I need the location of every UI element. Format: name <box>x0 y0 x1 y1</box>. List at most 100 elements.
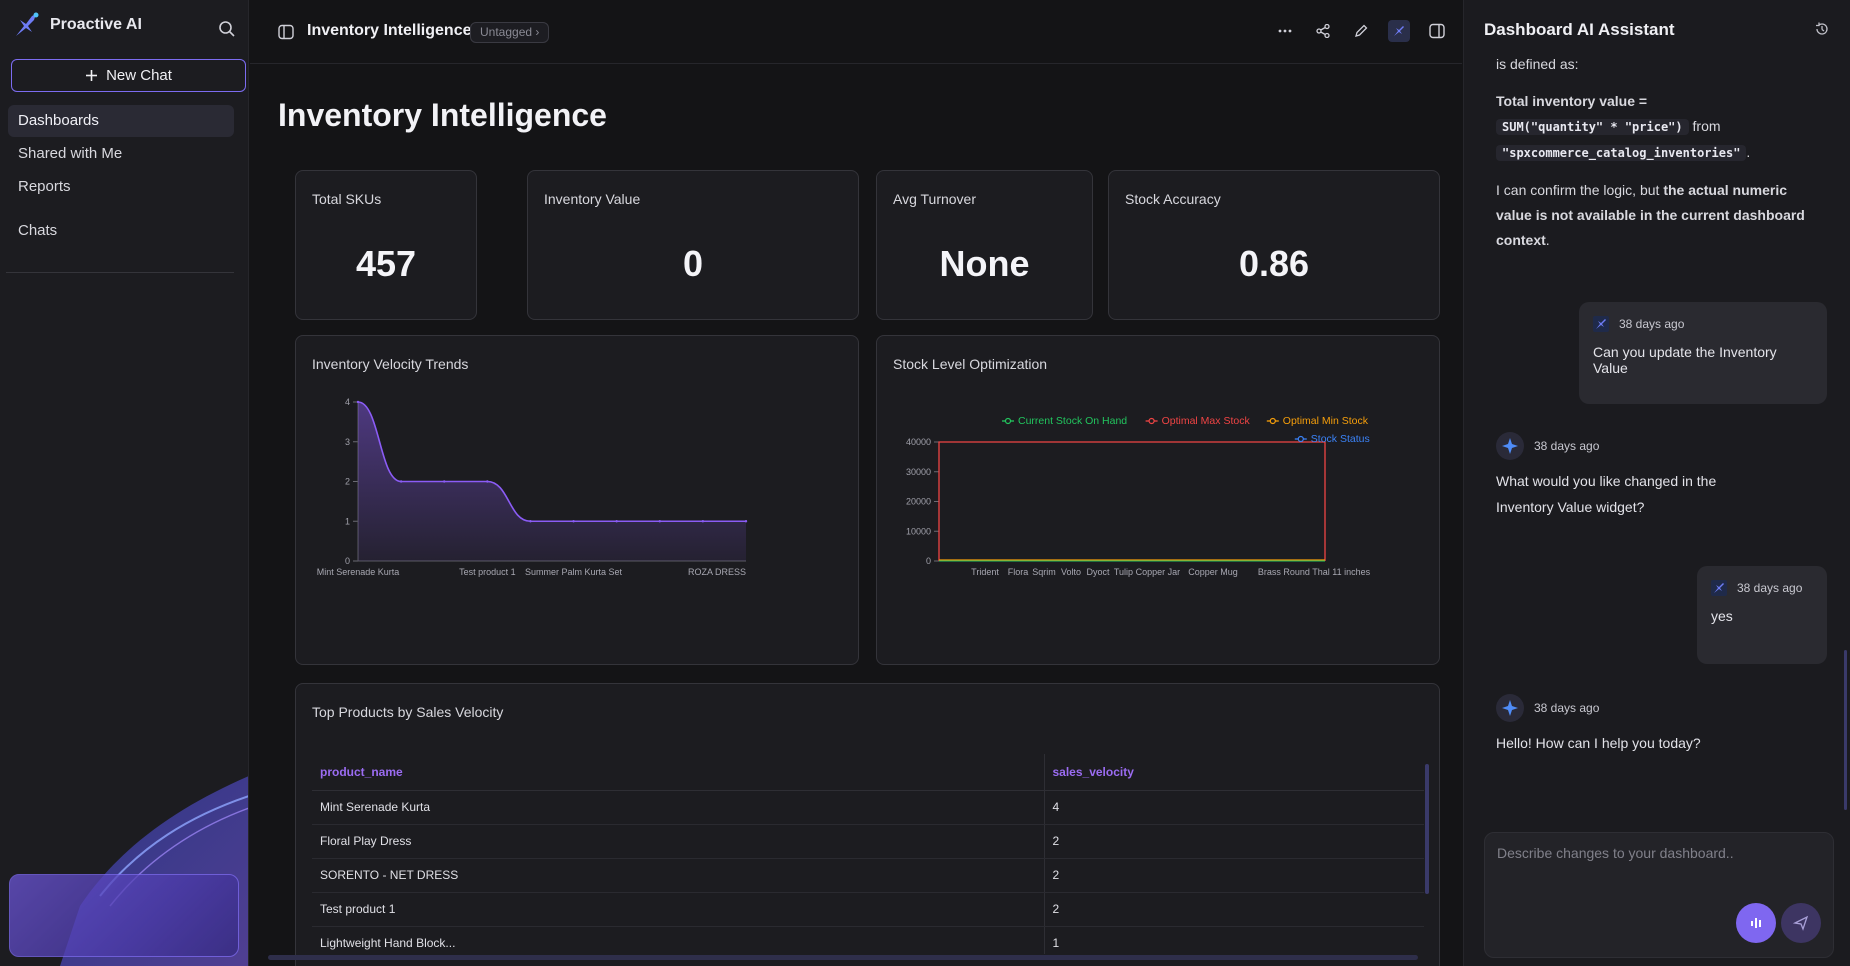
formula-label: Total inventory value = <box>1496 93 1648 109</box>
more-icon[interactable] <box>1274 20 1296 42</box>
y-tick-label: 3 <box>345 437 350 447</box>
x-tick-label: Test product 1 <box>459 567 516 577</box>
chat-input[interactable] <box>1497 845 1817 861</box>
table-row[interactable]: Floral Play Dress 2 <box>312 824 1424 859</box>
new-chat-label: New Chat <box>106 67 172 84</box>
sidebar-promo-card[interactable] <box>9 874 239 957</box>
confirm-post: . <box>1545 232 1550 248</box>
kpi-value: 457 <box>355 243 417 284</box>
sidebar-item-chats[interactable]: Chats <box>18 222 58 239</box>
sidebar-nav: Dashboards Shared with Me Reports Chats <box>8 105 234 248</box>
table-row[interactable]: Lightweight Hand Block... 1 <box>312 926 1424 954</box>
sidebar-item-shared-with-me[interactable]: Shared with Me <box>18 145 123 162</box>
kpi-card-stock-accuracy[interactable]: Stock Accuracy 0.86 <box>1108 170 1440 320</box>
chart-title: Stock Level Optimization <box>893 356 1048 372</box>
message-time: 38 days ago <box>1534 439 1600 453</box>
sidebar-divider <box>6 272 234 273</box>
voice-button[interactable] <box>1736 903 1776 943</box>
x-tick-label: Tulip Copper Jar <box>1114 567 1180 577</box>
data-point <box>443 480 446 483</box>
chat-input-box <box>1484 832 1834 958</box>
share-icon[interactable] <box>1312 20 1334 42</box>
brand[interactable]: Proactive AI <box>12 10 142 40</box>
y-tick-label: 2 <box>345 477 350 487</box>
x-tick-label: Summer Palm Kurta Set <box>525 567 623 577</box>
kpi-label: Inventory Value <box>544 191 641 207</box>
chart-title: Inventory Velocity Trends <box>312 356 469 372</box>
kpi-card-avg-turnover[interactable]: Avg Turnover None <box>876 170 1093 320</box>
message-text: yes <box>1711 608 1733 624</box>
table-row[interactable]: SORENTO - NET DRESS 2 <box>312 858 1424 893</box>
history-icon[interactable] <box>1814 21 1830 37</box>
search-icon[interactable] <box>218 20 236 38</box>
ai-assistant-icon[interactable] <box>1388 20 1410 42</box>
table-wrapper[interactable]: product_name sales_velocity Mint Serenad… <box>312 754 1424 954</box>
y-tick-label: 20000 <box>906 497 931 507</box>
y-tick-label: 4 <box>345 397 350 407</box>
chat-scrollbar[interactable] <box>1844 650 1847 810</box>
products-table: product_name sales_velocity Mint Serenad… <box>312 754 1424 954</box>
message-time: 38 days ago <box>1737 581 1803 595</box>
message-time: 38 days ago <box>1534 701 1600 715</box>
message-time: 38 days ago <box>1619 317 1685 331</box>
send-button[interactable] <box>1781 903 1821 943</box>
y-tick-label: 0 <box>926 556 931 566</box>
kpi-value: 0 <box>682 243 704 284</box>
assistant-title: Dashboard AI Assistant <box>1484 20 1675 39</box>
toolbar-icons <box>1274 20 1448 42</box>
x-tick-label: Flora <box>1008 567 1029 577</box>
kpi-value: None <box>939 243 1030 284</box>
legend-marker <box>1148 417 1155 425</box>
formula-block: Total inventory value = SUM("quantity" *… <box>1496 93 1751 161</box>
table-row[interactable]: Mint Serenade Kurta 4 <box>312 790 1424 825</box>
message-text: Can you update the Inventory Value <box>1593 344 1777 376</box>
new-chat-button[interactable]: New Chat <box>11 59 246 92</box>
data-point <box>615 520 618 523</box>
horizontal-scrollbar[interactable] <box>268 955 1418 960</box>
edit-icon[interactable] <box>1350 20 1372 42</box>
tag-label: Untagged <box>480 25 533 39</box>
chart-card-velocity[interactable]: Inventory Velocity Trends 0 1 2 3 4 Mint Sere… <box>295 335 859 665</box>
message-meta: 38 days ago <box>1496 694 1756 722</box>
chart-card-stock-levels[interactable]: Stock Level Optimization 0 10000 20000 3000… <box>876 335 1440 665</box>
data-point <box>399 480 403 483</box>
column-header-product-name[interactable]: product_name <box>312 754 1044 791</box>
sidebar-item-reports[interactable]: Reports <box>18 178 71 195</box>
x-tick-label: Volto <box>1061 567 1081 577</box>
x-tick-label: Sqrim <box>1032 567 1056 577</box>
ai-message: 38 days ago Hello! How can I help you to… <box>1496 694 1756 756</box>
kpi-card-inventory-value[interactable]: Inventory Value 0 <box>527 170 859 320</box>
ai-message: 38 days ago What would you like changed … <box>1496 432 1756 520</box>
plus-icon <box>86 70 98 81</box>
proactive-logo-icon <box>16 12 39 36</box>
formula-table: "spxcommerce_catalog_inventories" <box>1496 145 1747 161</box>
table-header-row: product_name sales_velocity <box>312 754 1424 791</box>
x-tick-label: Copper Mug <box>1188 567 1238 577</box>
confirm-text: I can confirm the logic, but the actual … <box>1496 178 1816 253</box>
panel-right-icon[interactable] <box>1426 20 1448 42</box>
legend-marker <box>1004 417 1012 425</box>
legend-label: Current Stock On Hand <box>1018 415 1127 427</box>
brand-name: Proactive AI <box>50 16 142 33</box>
cell-velocity: 4 <box>1043 790 1424 825</box>
tag-badge[interactable]: Untagged › <box>470 22 550 43</box>
kpi-card-total-skus[interactable]: Total SKUs 457 <box>295 170 477 320</box>
ai-assistant-panel: Dashboard AI Assistant is defined as: To… <box>1463 0 1850 966</box>
y-tick-label: 10000 <box>906 526 931 536</box>
kpi-label: Avg Turnover <box>893 191 977 207</box>
x-tick-label: Dyoct <box>1086 567 1110 577</box>
cell-velocity: 2 <box>1043 824 1424 859</box>
x-tick-label: Mint Serenade Kurta <box>317 567 400 577</box>
data-point <box>572 520 575 523</box>
sidebar-toggle-icon[interactable] <box>278 24 294 40</box>
formula-code: SUM("quantity" * "price") <box>1496 119 1689 135</box>
sidebar-item-dashboards[interactable]: Dashboards <box>8 105 234 137</box>
table-card-top-products[interactable]: Top Products by Sales Velocity product_n… <box>295 683 1440 966</box>
legend-marker <box>1269 417 1276 425</box>
column-header-sales-velocity[interactable]: sales_velocity <box>1043 754 1424 791</box>
formula-from: from <box>1692 118 1721 134</box>
cell-velocity: 1 <box>1043 926 1424 954</box>
table-scrollbar[interactable] <box>1425 764 1429 894</box>
